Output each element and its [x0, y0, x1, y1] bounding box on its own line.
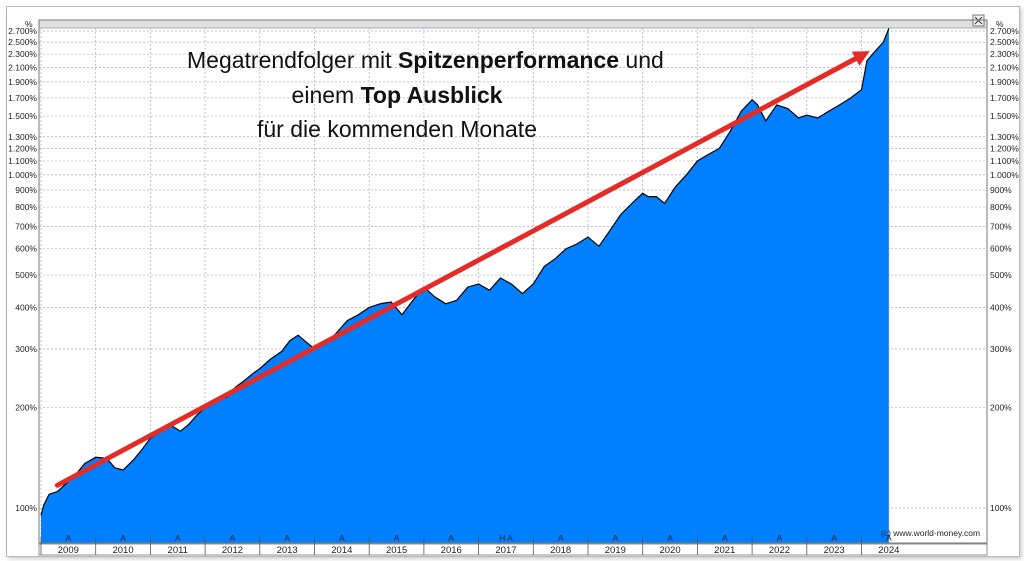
x-tick-label-year: 2011	[168, 545, 188, 556]
y-tick-label-left: 100%	[15, 503, 37, 513]
y-tick-label-right: 600%	[990, 244, 1012, 254]
y-tick-label-left: 1.500%	[8, 111, 37, 121]
y-tick-label-left: 700%	[15, 221, 37, 231]
year-marker: A	[230, 533, 236, 543]
year-marker: A	[777, 533, 783, 543]
y-tick-label-right: 1.500%	[990, 111, 1019, 121]
x-tick-label-year: 2012	[222, 545, 243, 556]
y-tick-label-left: 500%	[15, 270, 37, 280]
y-tick-label-left: 900%	[15, 185, 37, 195]
title-line-1-part-a: Megatrendfolger mit	[187, 47, 398, 73]
year-marker: H A	[499, 533, 513, 543]
y-tick-label-left: 2.300%	[8, 49, 37, 59]
x-tick-label-year: 2023	[824, 545, 845, 556]
y-tick-label-left: 2.500%	[8, 37, 37, 47]
title-line-1-part-c: und	[619, 47, 664, 73]
title-line-2-part-a: einem	[291, 82, 361, 108]
performance-area	[41, 28, 889, 544]
title-line-3: für die kommenden Monate	[257, 116, 537, 142]
y-tick-label-right: 1.200%	[990, 143, 1019, 153]
y-unit-label-left: %	[25, 19, 33, 29]
y-tick-label-left: 1.300%	[8, 132, 37, 142]
year-marker: A	[886, 533, 892, 543]
title-line-2-bold: Top Ausblick	[360, 82, 503, 108]
year-marker: A	[831, 533, 837, 543]
y-tick-label-right: 700%	[990, 221, 1012, 231]
y-unit-label-right: %	[996, 19, 1004, 29]
chart-title-line-1: Megatrendfolger mit Spitzenperformance u…	[187, 47, 664, 74]
x-tick-label-year: 2009	[58, 545, 79, 556]
y-tick-label-left: 200%	[15, 403, 37, 413]
chart-title-line-3: für die kommenden Monate	[187, 116, 607, 143]
x-axis-band	[38, 543, 988, 556]
x-tick-label-year: 2013	[277, 545, 298, 556]
y-tick-label-right: 500%	[990, 270, 1012, 280]
year-marker: A	[722, 533, 728, 543]
chart-title-line-2: einem Top Ausblick	[187, 82, 607, 109]
x-tick-label-year: 2021	[714, 545, 735, 556]
y-tick-label-left: 1.700%	[8, 93, 37, 103]
year-marker: A	[175, 533, 181, 543]
chart-canvas: 100% 100% 200% 200% 300% 300% 400% 400% 500% 500%…	[8, 14, 1019, 556]
x-tick-label-year: 2024	[878, 545, 899, 556]
x-tick-label-year: 2019	[605, 545, 626, 556]
y-tick-label-right: 100%	[990, 503, 1012, 513]
year-marker: A	[394, 533, 400, 543]
trend-arrow-head	[851, 51, 870, 66]
chart-window: 100% 100% 200% 200% 300% 300% 400% 400% 500% 500%…	[6, 6, 1020, 557]
y-tick-label-right: 1.700%	[990, 93, 1019, 103]
y-tick-label-left: 1.200%	[8, 143, 37, 153]
year-marker: A	[339, 533, 345, 543]
plot-border	[38, 19, 988, 544]
y-tick-label-right: 1.000%	[990, 170, 1019, 180]
y-tick-label-right: 1.100%	[990, 156, 1019, 166]
y-tick-label-right: 400%	[990, 302, 1012, 312]
x-tick-label-year: 2018	[550, 545, 571, 556]
y-tick-label-left: 2.700%	[8, 26, 37, 36]
y-tick-label-right: 2.500%	[990, 37, 1019, 47]
y-tick-label-right: 800%	[990, 202, 1012, 212]
year-marker: A	[284, 533, 290, 543]
x-tick-label-year: 2010	[112, 545, 133, 556]
trend-arrow-shaft	[54, 56, 859, 488]
y-tick-label-right: 2.300%	[990, 49, 1019, 59]
title-line-1-bold: Spitzenperformance	[397, 47, 620, 73]
y-tick-label-left: 1.000%	[8, 170, 37, 180]
chart-top-bar	[38, 19, 988, 29]
y-tick-label-right: 200%	[990, 403, 1012, 413]
x-tick-label-year: 2017	[495, 545, 516, 556]
y-tick-label-right: 2.100%	[990, 62, 1019, 72]
y-tick-label-left: 1.100%	[8, 156, 37, 166]
y-tick-label-right: 1.300%	[990, 132, 1019, 142]
x-tick-label-year: 2016	[441, 545, 462, 556]
year-marker: A	[558, 533, 564, 543]
copyright-notice: (c) www.world-money.com	[881, 528, 981, 538]
x-tick-label-year: 2014	[331, 545, 352, 556]
y-tick-label-right: 300%	[990, 344, 1012, 354]
y-tick-label-left: 600%	[15, 244, 37, 254]
x-tick-label-year: 2020	[659, 545, 680, 556]
y-tick-label-right: 2.700%	[990, 26, 1019, 36]
y-tick-label-right: 900%	[990, 185, 1012, 195]
y-tick-label-left: 1.900%	[8, 77, 37, 87]
year-marker: A	[66, 533, 72, 543]
year-marker: A	[448, 533, 454, 543]
y-tick-label-right: 1.900%	[990, 77, 1019, 87]
year-marker: A	[120, 533, 126, 543]
y-tick-label-left: 400%	[15, 302, 37, 312]
y-tick-label-left: 2.100%	[8, 62, 37, 72]
year-marker: A	[613, 533, 619, 543]
year-marker: A	[667, 533, 673, 543]
x-tick-label-year: 2015	[386, 545, 407, 556]
x-tick-label-year: 2022	[769, 545, 790, 556]
y-tick-label-left: 800%	[15, 202, 37, 212]
y-tick-label-left: 300%	[15, 344, 37, 354]
